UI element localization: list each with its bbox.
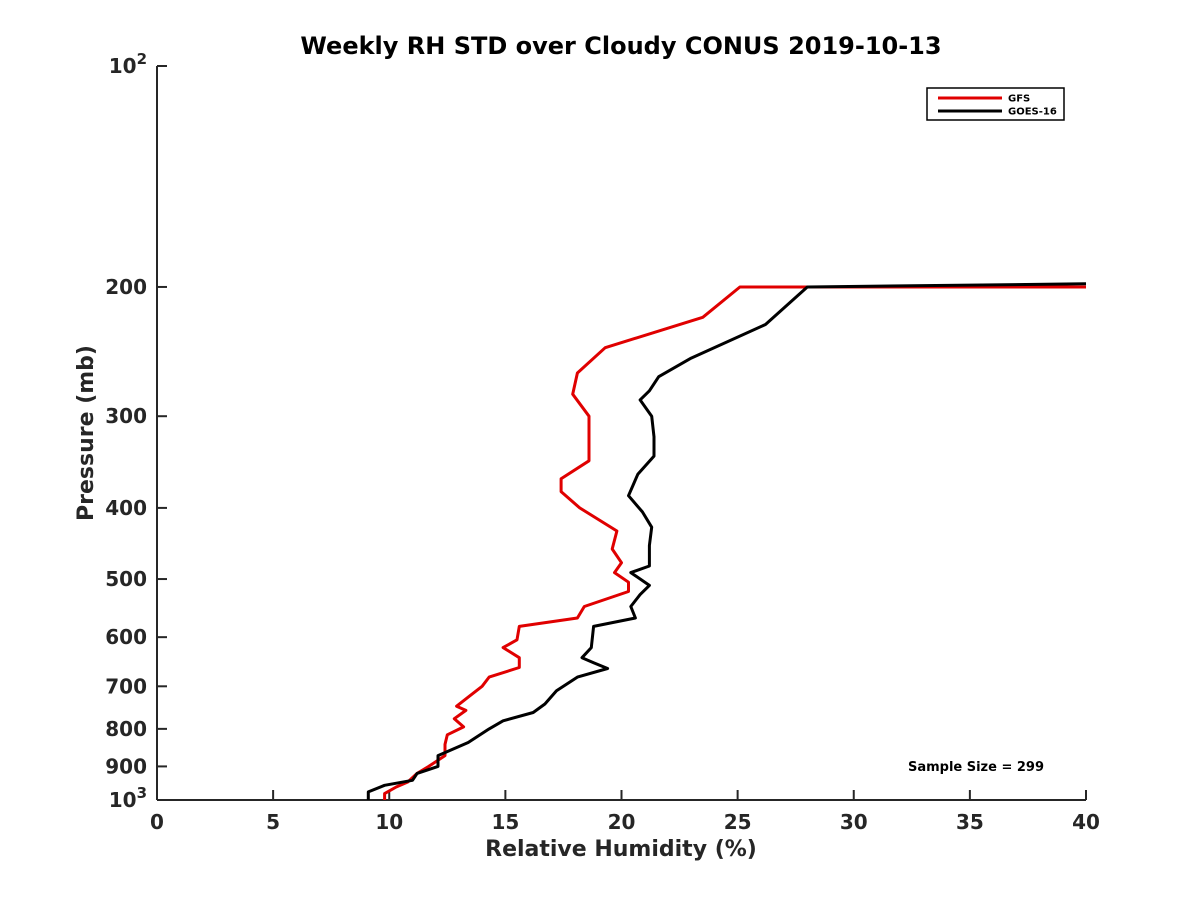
chart-title: Weekly RH STD over Cloudy CONUS 2019-10-… bbox=[300, 32, 941, 60]
x-tick-label: 15 bbox=[491, 810, 519, 834]
y-tick-label: 600 bbox=[105, 625, 147, 649]
legend: GFS GOES-16 bbox=[926, 87, 1065, 121]
series-line-goes-16 bbox=[366, 282, 1087, 800]
y-tick-label: 200 bbox=[105, 275, 147, 299]
x-tick-label: 35 bbox=[956, 810, 984, 834]
legend-label-goes-16: GOES-16 bbox=[1008, 107, 1057, 118]
axes: 0 5 10 15 20 25 30 35 40102200300400500600700800… bbox=[105, 50, 1100, 834]
x-tick-label: 40 bbox=[1072, 810, 1100, 834]
plot-lines bbox=[366, 282, 1087, 800]
x-tick-label: 20 bbox=[608, 810, 636, 834]
x-axis-label: Relative Humidity (%) bbox=[485, 837, 757, 862]
legend-label-gfs: GFS bbox=[1008, 94, 1030, 105]
y-tick-label: 400 bbox=[105, 496, 147, 520]
x-tick-label: 25 bbox=[724, 810, 752, 834]
sample-size-annotation: Sample Size = 299 bbox=[908, 760, 1044, 775]
x-tick-label: 10 bbox=[375, 810, 403, 834]
y-axis-label: Pressure (mb) bbox=[74, 345, 99, 521]
y-tick-label: 500 bbox=[105, 567, 147, 591]
x-tick-label: 0 bbox=[150, 810, 164, 834]
legend-box bbox=[926, 87, 1065, 121]
y-tick-label: 700 bbox=[105, 674, 147, 698]
series-line-gfs bbox=[383, 285, 1086, 800]
y-tick-label: 900 bbox=[105, 754, 147, 778]
x-tick-label: 30 bbox=[840, 810, 868, 834]
y-tick-label: 800 bbox=[105, 717, 147, 741]
x-tick-label: 5 bbox=[266, 810, 280, 834]
y-tick-label: 300 bbox=[105, 404, 147, 428]
